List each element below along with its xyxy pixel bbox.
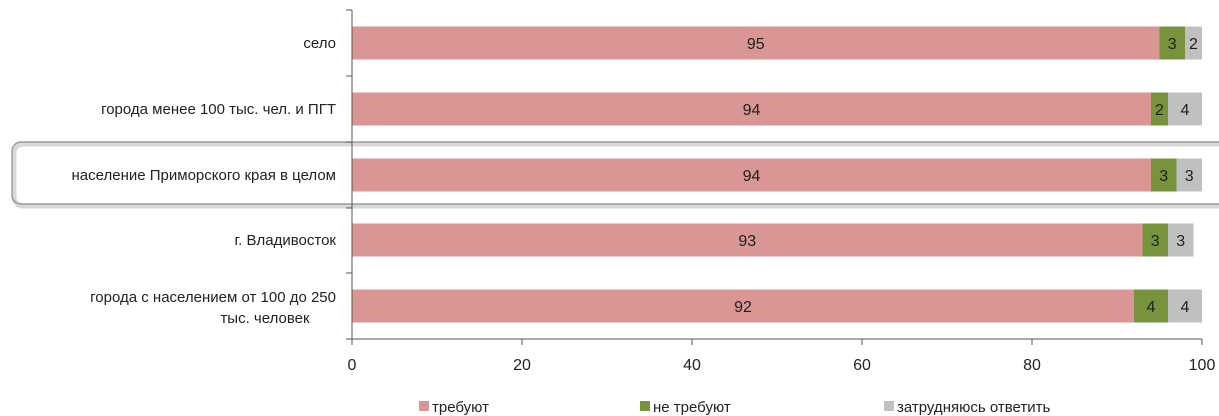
data-label: 4 — [1181, 102, 1190, 119]
data-label: 4 — [1181, 299, 1190, 316]
legend-swatch — [419, 401, 429, 411]
data-label: 94 — [743, 102, 761, 119]
legend-label: требуют — [432, 399, 489, 416]
data-label: 3 — [1159, 168, 1168, 185]
category-label-line: тыс. человек — [220, 310, 310, 327]
category-label: село — [303, 35, 336, 52]
data-label: 4 — [1147, 299, 1156, 316]
data-label: 94 — [743, 168, 761, 185]
highlight-frame-shadow — [11, 141, 1219, 209]
bar-segment — [1176, 158, 1202, 192]
x-tick-label: 80 — [1023, 357, 1041, 374]
axis-layer — [346, 9, 1203, 345]
bar-segment — [1168, 289, 1202, 323]
data-label: 3 — [1151, 233, 1160, 250]
bar-segment — [1134, 289, 1168, 323]
bar-segment — [352, 26, 1160, 60]
bar-segment — [352, 289, 1134, 323]
legend-swatch — [640, 401, 650, 411]
bar-segment — [352, 223, 1143, 257]
bar-segment — [352, 158, 1151, 192]
category-label: города менее 100 тыс. чел. и ПГТ — [101, 101, 336, 118]
bar-segment — [1142, 223, 1168, 257]
legend: требуют не требуют затрудняюсь ответить — [419, 399, 1050, 416]
x-tick-label: 20 — [513, 357, 531, 374]
category-label-line: города с населением от 100 до 250 — [90, 289, 336, 306]
data-label: 3 — [1185, 168, 1194, 185]
data-label: 2 — [1155, 102, 1164, 119]
bar-segment — [1151, 158, 1177, 192]
bar-segment — [1159, 26, 1185, 60]
legend-swatch — [884, 401, 894, 411]
data-label: 92 — [734, 299, 752, 316]
bar-segment — [1185, 26, 1202, 60]
category-label: г. Владивосток — [235, 232, 337, 249]
x-tick-label: 60 — [853, 357, 871, 374]
data-label: 93 — [738, 233, 756, 250]
data-label: 3 — [1168, 36, 1177, 53]
x-tick-label: 100 — [1189, 357, 1216, 374]
data-label: 95 — [747, 36, 765, 53]
highlight-layer — [11, 141, 1219, 209]
legend-label: не требуют — [653, 399, 731, 416]
x-tick-label: 40 — [683, 357, 701, 374]
legend-label: затрудняюсь ответить — [897, 399, 1050, 416]
data-label: 2 — [1189, 36, 1198, 53]
data-label: 3 — [1176, 233, 1185, 250]
bar-segment — [1168, 223, 1194, 257]
category-label: население Приморского края в целом — [72, 167, 336, 184]
bar-segment — [1168, 92, 1202, 126]
bar-segment — [1151, 92, 1168, 126]
x-tick-label: 0 — [348, 357, 357, 374]
highlight-frame — [11, 141, 1219, 205]
bars-layer — [352, 26, 1202, 323]
bar-segment — [352, 92, 1151, 126]
category-label: города с населением от 100 до 250 тыс. че… — [90, 289, 336, 327]
